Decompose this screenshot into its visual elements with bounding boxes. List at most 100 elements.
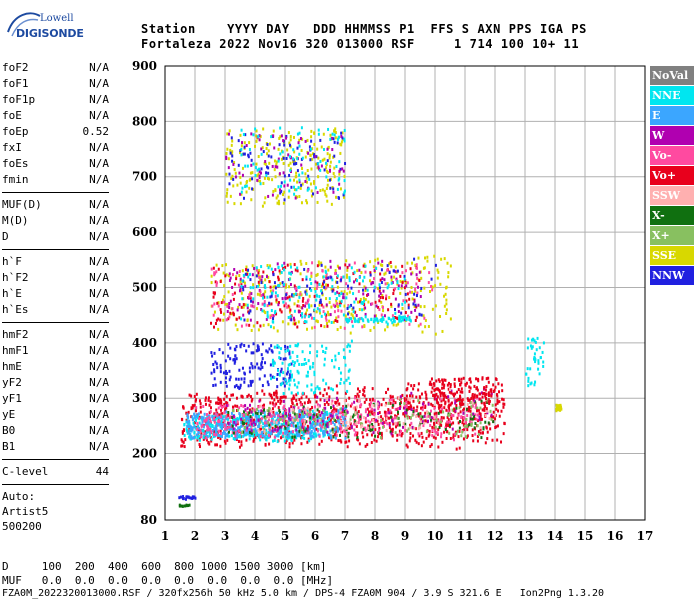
echo-point	[397, 322, 400, 326]
echo-point	[393, 307, 396, 311]
echo-point	[310, 129, 313, 133]
echo-point	[229, 148, 232, 152]
echo-point	[209, 435, 212, 439]
echo-point	[281, 381, 284, 385]
echo-point	[415, 305, 418, 309]
echo-point	[452, 433, 455, 437]
echo-point	[300, 363, 303, 367]
echo-point	[290, 270, 293, 274]
echo-point	[248, 186, 251, 190]
echo-point	[314, 155, 317, 159]
echo-point	[387, 387, 390, 391]
echo-point	[302, 405, 305, 409]
echo-point	[299, 292, 302, 296]
echo-point	[280, 157, 283, 161]
echo-point	[457, 413, 460, 417]
echo-point	[485, 407, 488, 411]
echo-point	[306, 424, 309, 428]
echo-point	[497, 382, 500, 386]
echo-point	[197, 434, 200, 438]
echo-point	[284, 297, 287, 301]
echo-point	[430, 402, 433, 406]
echo-point	[289, 375, 292, 379]
echo-point	[311, 326, 314, 330]
echo-point	[251, 432, 254, 436]
echo-point	[233, 358, 236, 362]
echo-point	[340, 276, 343, 280]
echo-point	[443, 430, 446, 434]
echo-point	[197, 426, 200, 430]
echo-point	[258, 138, 261, 142]
echo-point	[356, 269, 359, 273]
echo-point	[214, 431, 217, 435]
echo-point	[489, 409, 492, 413]
echo-point	[399, 397, 402, 401]
echo-point	[309, 434, 312, 438]
echo-point	[191, 415, 194, 419]
echo-point	[341, 411, 344, 415]
echo-point	[276, 165, 279, 169]
echo-point	[381, 319, 384, 323]
echo-point	[329, 133, 332, 137]
echo-point	[306, 308, 309, 312]
echo-point	[323, 399, 326, 403]
echo-point	[267, 418, 270, 422]
echo-point	[257, 409, 260, 413]
echo-point	[198, 421, 201, 425]
echo-point	[339, 381, 342, 385]
echo-point	[238, 269, 241, 273]
echo-point	[370, 411, 373, 415]
echo-point	[440, 432, 443, 436]
echo-point	[283, 283, 286, 287]
echo-point	[435, 418, 438, 422]
echo-point	[299, 426, 302, 430]
echo-point	[298, 420, 301, 424]
echo-point	[249, 395, 252, 399]
echo-point	[318, 263, 321, 267]
echo-point	[254, 144, 257, 148]
echo-point	[270, 416, 273, 420]
echo-point	[215, 427, 218, 431]
echo-point	[296, 385, 299, 389]
echo-point	[344, 363, 347, 367]
echo-point	[359, 415, 362, 419]
echo-point	[316, 320, 319, 324]
echo-point	[404, 425, 407, 429]
echo-point	[241, 173, 244, 177]
echo-point	[283, 404, 286, 408]
echo-point	[292, 316, 295, 320]
echo-point	[219, 370, 222, 374]
echo-point	[428, 271, 431, 275]
echo-point	[274, 291, 277, 295]
echo-point	[377, 429, 380, 433]
echo-point	[342, 355, 345, 359]
echo-point	[397, 316, 400, 320]
echo-point	[228, 425, 231, 429]
echo-point	[287, 348, 290, 352]
echo-point	[355, 405, 358, 409]
echo-point	[293, 435, 296, 439]
echo-point	[255, 134, 258, 138]
echo-point	[293, 363, 296, 367]
echo-point	[235, 275, 238, 279]
echo-point	[434, 427, 437, 431]
echo-point	[301, 350, 304, 354]
echo-point	[348, 382, 351, 386]
echo-point	[211, 429, 214, 433]
echo-point	[233, 291, 236, 295]
echo-point	[406, 281, 409, 285]
echo-point	[286, 183, 289, 187]
echo-point	[344, 356, 347, 360]
echo-point	[235, 421, 238, 425]
echo-point	[332, 430, 335, 434]
echo-point	[386, 422, 389, 426]
echo-point	[403, 414, 406, 418]
echo-point	[252, 305, 255, 309]
echo-point	[320, 145, 323, 149]
echo-point	[252, 283, 255, 287]
echo-point	[248, 293, 251, 297]
echo-point	[307, 400, 310, 404]
echo-point	[277, 301, 280, 305]
echo-point	[249, 379, 252, 383]
echo-point	[443, 391, 446, 395]
